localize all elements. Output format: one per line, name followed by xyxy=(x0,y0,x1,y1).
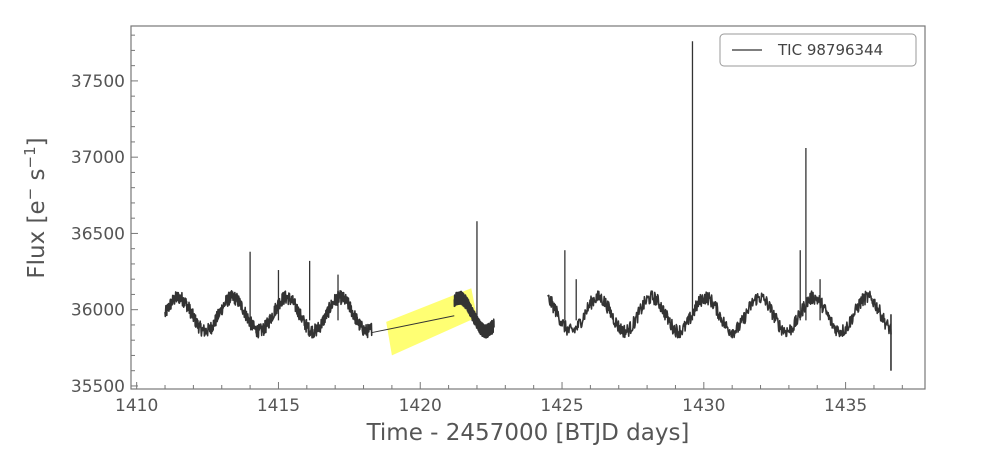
ticks-layer: 1410 1415 1420 1425 1430 1435 35500 36000 36500 3… xyxy=(71,34,903,416)
light-curve-segment-1 xyxy=(453,290,495,339)
y-tick-label-4: 37500 xyxy=(71,72,125,92)
y-tick-label-3: 37000 xyxy=(71,148,125,168)
y-axis-label: Flux [e− s−1] xyxy=(21,137,50,278)
y-axis-label-sup1: − xyxy=(21,188,39,201)
light-curve-segment-2 xyxy=(547,290,892,339)
x-tick-label-1: 1415 xyxy=(257,396,300,416)
gap-connector-line xyxy=(371,315,455,334)
x-tick-label-5: 1435 xyxy=(824,396,867,416)
x-tick-label-3: 1425 xyxy=(540,396,583,416)
y-axis-label-mid: s xyxy=(24,168,50,187)
legend-box xyxy=(719,33,917,67)
y-tick-label-2: 36500 xyxy=(71,224,125,244)
x-tick-label-2: 1420 xyxy=(399,396,442,416)
legend-label: TIC 98796344 xyxy=(777,41,883,59)
plot-frame xyxy=(130,25,926,390)
x-tick-label-0: 1410 xyxy=(115,396,158,416)
y-axis-label-main: Flux [e xyxy=(24,200,50,278)
light-curve-segment-0 xyxy=(164,290,373,339)
y-axis-label-end: ] xyxy=(24,137,50,146)
legend: TIC 98796344 xyxy=(719,33,917,67)
y-tick-label-0: 35500 xyxy=(71,377,125,397)
series-layer xyxy=(164,41,892,371)
x-axis-label: Time - 2457000 [BTJD days] xyxy=(366,420,690,446)
y-axis-label-sup2: −1 xyxy=(21,146,39,168)
x-tick-label-4: 1430 xyxy=(682,396,725,416)
y-tick-label-1: 36000 xyxy=(71,301,125,321)
